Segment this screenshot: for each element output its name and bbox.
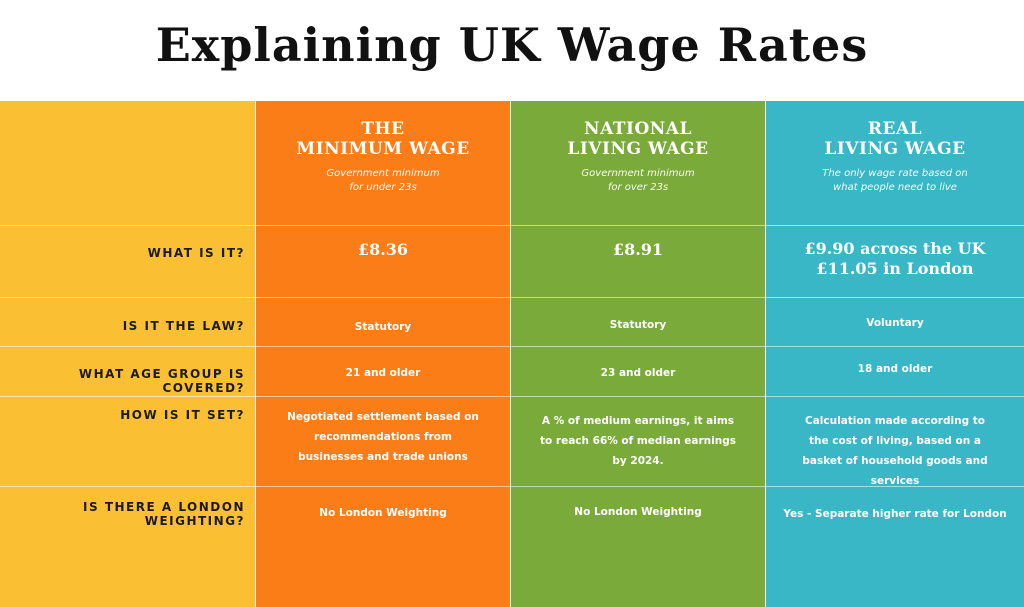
national-living-wage-how-set: A % of medium earnings, it aims to reach…: [540, 415, 736, 467]
minimum-wage-title: THE MINIMUM WAGE: [296, 119, 470, 159]
real-living-wage-london: Yes - Separate higher rate for London: [783, 508, 1007, 520]
row-divider: [0, 486, 1024, 487]
row-label-age-group: WHAT AGE GROUP IS COVERED?: [78, 367, 245, 395]
row-label-what-is-it: WHAT IS IT?: [147, 246, 245, 260]
national-living-wage-title: NATIONAL LIVING WAGE: [567, 119, 709, 159]
minimum-wage-column: THE MINIMUM WAGE Government minimum for …: [256, 101, 510, 607]
minimum-wage-law: Statutory: [354, 321, 412, 333]
row-divider: [0, 396, 1024, 397]
real-living-wage-title: REAL LIVING WAGE: [824, 119, 966, 159]
row-label-how-set: HOW IS IT SET?: [120, 408, 245, 422]
minimum-wage-age: 21 and older: [345, 367, 421, 379]
national-living-wage-age: 23 and older: [600, 367, 676, 379]
minimum-wage-rate: £8.36: [357, 240, 409, 259]
national-living-wage-subtitle: Government minimum for over 23s: [581, 168, 695, 193]
minimum-wage-how-set: Negotiated settlement based on recommend…: [287, 411, 479, 463]
national-living-wage-law: Statutory: [609, 319, 667, 331]
real-living-wage-subtitle: The only wage rate based on what people …: [822, 168, 968, 193]
national-living-wage-column: NATIONAL LIVING WAGE Government minimum …: [511, 101, 765, 607]
row-label-london-weighting: IS THERE A LONDON WEIGHTING?: [83, 500, 245, 528]
page-title: Explaining UK Wage Rates: [155, 18, 869, 72]
row-divider: [0, 225, 1024, 226]
national-living-wage-london: No London Weighting: [574, 506, 702, 518]
national-living-wage-rate: £8.91: [612, 240, 664, 259]
real-living-wage-rate: £9.90 across the UK £11.05 in London: [804, 239, 986, 278]
minimum-wage-london: No London Weighting: [319, 507, 447, 519]
real-living-wage-column: REAL LIVING WAGE The only wage rate base…: [766, 101, 1024, 607]
row-divider: [0, 346, 1024, 347]
real-living-wage-how-set: Calculation made according to the cost o…: [802, 415, 988, 487]
row-labels-column: WHAT IS IT? IS IT THE LAW? WHAT AGE GROU…: [0, 101, 255, 607]
real-living-wage-age: 18 and older: [857, 363, 933, 375]
minimum-wage-subtitle: Government minimum for under 23s: [326, 168, 440, 193]
row-label-is-it-the-law: IS IT THE LAW?: [122, 319, 245, 333]
real-living-wage-law: Voluntary: [866, 317, 924, 329]
row-divider: [0, 297, 1024, 298]
